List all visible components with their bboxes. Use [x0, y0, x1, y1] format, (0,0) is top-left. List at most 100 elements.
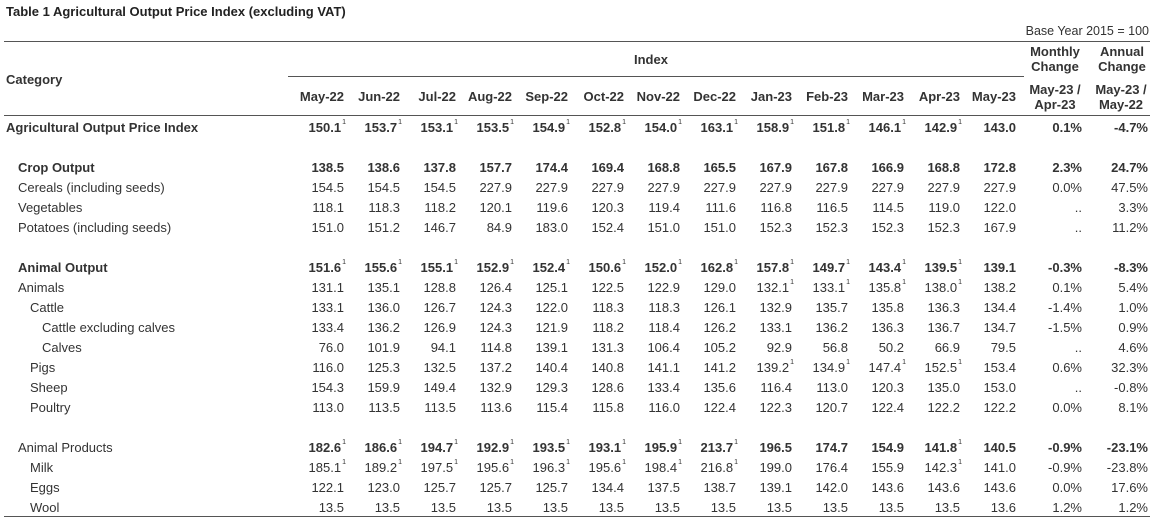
index-value: 129.3 — [535, 380, 568, 395]
annual-change-value: 47.5% — [1111, 180, 1148, 195]
index-value: 139.1 — [535, 340, 568, 355]
index-value: 141.2 — [703, 360, 736, 375]
index-value: 136.3 — [927, 300, 960, 315]
index-value: 227.9 — [647, 180, 680, 195]
index-value: 118.4 — [648, 320, 680, 335]
annual-change-value: -8.3% — [1114, 260, 1148, 275]
footnote-marker: 1 — [790, 359, 794, 366]
monthly-change-value: -0.9% — [1048, 440, 1082, 455]
index-value: 128.6 — [591, 380, 624, 395]
row-label: Animal Output — [18, 260, 108, 275]
index-value: 118.3 — [368, 200, 400, 215]
index-value: 94.1 — [430, 340, 456, 355]
index-value: 137.2 — [479, 360, 512, 375]
index-value: 155.61 — [364, 259, 402, 275]
index-value: 193.51 — [532, 439, 570, 455]
index-value: 152.3 — [759, 220, 792, 235]
footnote-marker: 1 — [342, 459, 346, 466]
index-value: 122.2 — [927, 400, 960, 415]
index-value: 151.81 — [812, 119, 850, 135]
index-value: 120.7 — [815, 400, 848, 415]
row-label: Calves — [42, 340, 82, 355]
index-value: 143.6 — [871, 480, 904, 495]
index-value: 124.3 — [479, 300, 512, 315]
index-value: 135.6 — [703, 380, 736, 395]
footnote-marker: 1 — [398, 439, 402, 446]
row-label: Sheep — [30, 380, 68, 395]
row-label: Agricultural Output Price Index — [6, 120, 199, 135]
index-value: 192.91 — [476, 439, 514, 455]
index-value: 227.9 — [815, 180, 848, 195]
index-value: 183.0 — [535, 220, 568, 235]
table-row: Milk 185.11 189.21 197.51 195.61 196.31 195.61… — [0, 459, 1156, 480]
index-value: 138.5 — [311, 160, 344, 175]
month-header: Oct-22 — [583, 89, 624, 104]
index-value: 133.1 — [311, 300, 344, 315]
index-value: 174.4 — [535, 160, 568, 175]
monthly-change-value: .. — [1074, 380, 1082, 395]
index-value: 195.61 — [476, 459, 514, 475]
index-value: 13.5 — [318, 500, 344, 515]
table-row: Eggs 122.1 123.0 125.7 125.7 125.7 134.4 137.5 1… — [0, 480, 1156, 500]
table-row: Vegetables 118.1 118.3 118.2 120.1 119.6 120.3… — [0, 200, 1156, 220]
top-rule — [4, 41, 1150, 42]
footnote-marker: 1 — [734, 119, 738, 126]
row-label: Animals — [18, 280, 65, 295]
month-header: Aug-22 — [467, 89, 512, 104]
index-value: 146.11 — [868, 119, 906, 135]
index-value: 76.0 — [318, 340, 344, 355]
index-value: 133.4 — [647, 380, 680, 395]
index-value: 126.7 — [423, 300, 456, 315]
index-value: 134.4 — [983, 300, 1016, 315]
index-value: 152.3 — [871, 220, 904, 235]
index-value: 158.91 — [756, 119, 794, 135]
category-header: Category — [6, 72, 63, 87]
index-value: 153.4 — [983, 360, 1016, 375]
footnote-marker: 1 — [566, 439, 570, 446]
index-value: 134.4 — [591, 480, 624, 495]
annual-change-value: 4.6% — [1118, 340, 1148, 355]
index-value: 153.51 — [476, 119, 514, 135]
footnote-marker: 1 — [678, 119, 682, 126]
index-value: 150.11 — [308, 119, 346, 135]
footnote-marker: 1 — [622, 459, 626, 466]
index-value: 137.5 — [647, 480, 680, 495]
month-header: Jun-22 — [358, 89, 400, 104]
month-header: Mar-23 — [862, 89, 904, 104]
row-label: Cattle excluding calves — [42, 320, 175, 335]
index-value: 167.9 — [983, 220, 1016, 235]
annual-change-value: 1.2% — [1118, 500, 1148, 515]
footnote-marker: 1 — [790, 259, 794, 266]
index-value: 114.5 — [872, 200, 904, 215]
table-row: Poultry 113.0 113.5 113.5 113.6 115.4 115.8 116… — [0, 400, 1156, 420]
index-value: 113.5 — [424, 400, 456, 415]
monthly-change-value: 0.0% — [1052, 180, 1082, 195]
monthly-change-header: Monthly Change — [1030, 44, 1080, 74]
index-rule — [288, 76, 1024, 77]
index-value: 13.5 — [822, 500, 848, 515]
index-value: 151.0 — [703, 220, 736, 235]
index-value: 154.5 — [311, 180, 344, 195]
index-value: 125.7 — [535, 480, 568, 495]
row-label: Crop Output — [18, 160, 95, 175]
index-value: 151.0 — [647, 220, 680, 235]
footnote-marker: 1 — [566, 119, 570, 126]
index-value: 126.4 — [479, 280, 512, 295]
index-value: 113.0 — [816, 380, 848, 395]
index-value: 116.5 — [816, 200, 848, 215]
index-value: 140.5 — [983, 440, 1016, 455]
table-row: Wool 13.5 13.5 13.5 13.5 13.5 13.5 13.5 13.5 13.5… — [0, 500, 1156, 520]
month-header: Apr-23 — [918, 89, 960, 104]
footnote-marker: 1 — [678, 439, 682, 446]
annual-change-value: 5.4% — [1118, 280, 1148, 295]
monthly-change-value: -1.5% — [1048, 320, 1082, 335]
footnote-marker: 1 — [510, 459, 514, 466]
footnote-marker: 1 — [342, 259, 346, 266]
month-header: Feb-23 — [806, 89, 848, 104]
header-rule — [4, 115, 1150, 116]
table-row: Sheep 154.3 159.9 149.4 132.9 129.3 128.6 133.4… — [0, 380, 1156, 400]
index-value: 185.11 — [308, 459, 346, 475]
monthly-change-value: 0.0% — [1052, 400, 1082, 415]
index-value: 141.81 — [924, 439, 962, 455]
footnote-marker: 1 — [622, 259, 626, 266]
